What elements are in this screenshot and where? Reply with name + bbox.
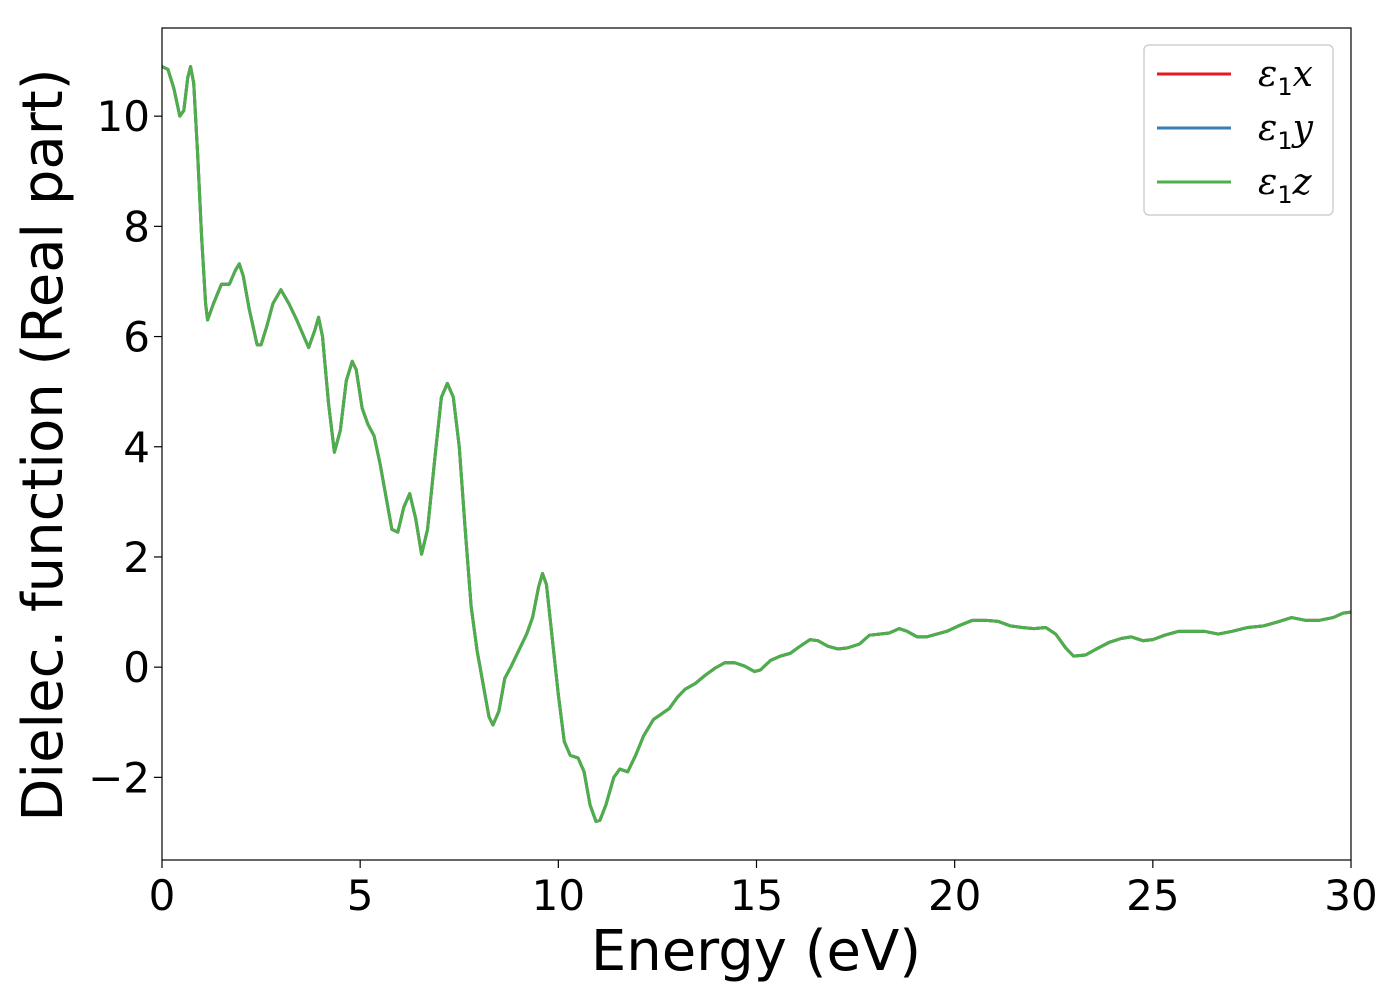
y-tick-label: −2 — [88, 753, 150, 802]
y-tick-label: 4 — [123, 423, 150, 472]
series-line-z — [162, 65, 1351, 823]
y-axis-ticks: −2 0 2 4 6 8 10 — [88, 92, 162, 802]
x-tick-label: 0 — [149, 871, 176, 920]
x-axis-ticks: 0 5 10 15 20 25 30 — [149, 860, 1378, 920]
legend-label: ε1y — [1258, 108, 1314, 155]
x-tick-label: 15 — [730, 871, 783, 920]
legend-suffix: x — [1293, 54, 1313, 95]
y-tick-label: 0 — [123, 643, 150, 692]
series-layer — [162, 65, 1351, 823]
legend-symbol: ε — [1258, 108, 1277, 149]
legend-subscript: 1 — [1277, 127, 1292, 155]
y-tick-label: 8 — [123, 202, 150, 251]
legend-subscript: 1 — [1277, 181, 1292, 209]
legend-box — [1143, 44, 1334, 216]
x-tick-label: 30 — [1324, 871, 1377, 920]
legend-label: ε1z — [1258, 162, 1313, 209]
legend-suffix: y — [1291, 108, 1314, 149]
x-tick-label: 20 — [928, 871, 981, 920]
x-axis-label: Energy (eV) — [591, 919, 921, 984]
y-axis-label: Dielec. function (Real part) — [11, 68, 76, 821]
legend-subscript: 1 — [1277, 73, 1292, 101]
legend-symbol: ε — [1258, 54, 1277, 95]
x-tick-label: 5 — [347, 871, 374, 920]
y-tick-label: 10 — [97, 92, 150, 141]
legend-suffix: z — [1292, 162, 1313, 203]
x-tick-label: 10 — [532, 871, 585, 920]
legend-label: ε1x — [1258, 54, 1313, 101]
y-tick-label: 6 — [123, 313, 150, 362]
y-tick-label: 2 — [123, 533, 150, 582]
legend-symbol: ε — [1258, 162, 1277, 203]
x-tick-label: 25 — [1126, 871, 1179, 920]
